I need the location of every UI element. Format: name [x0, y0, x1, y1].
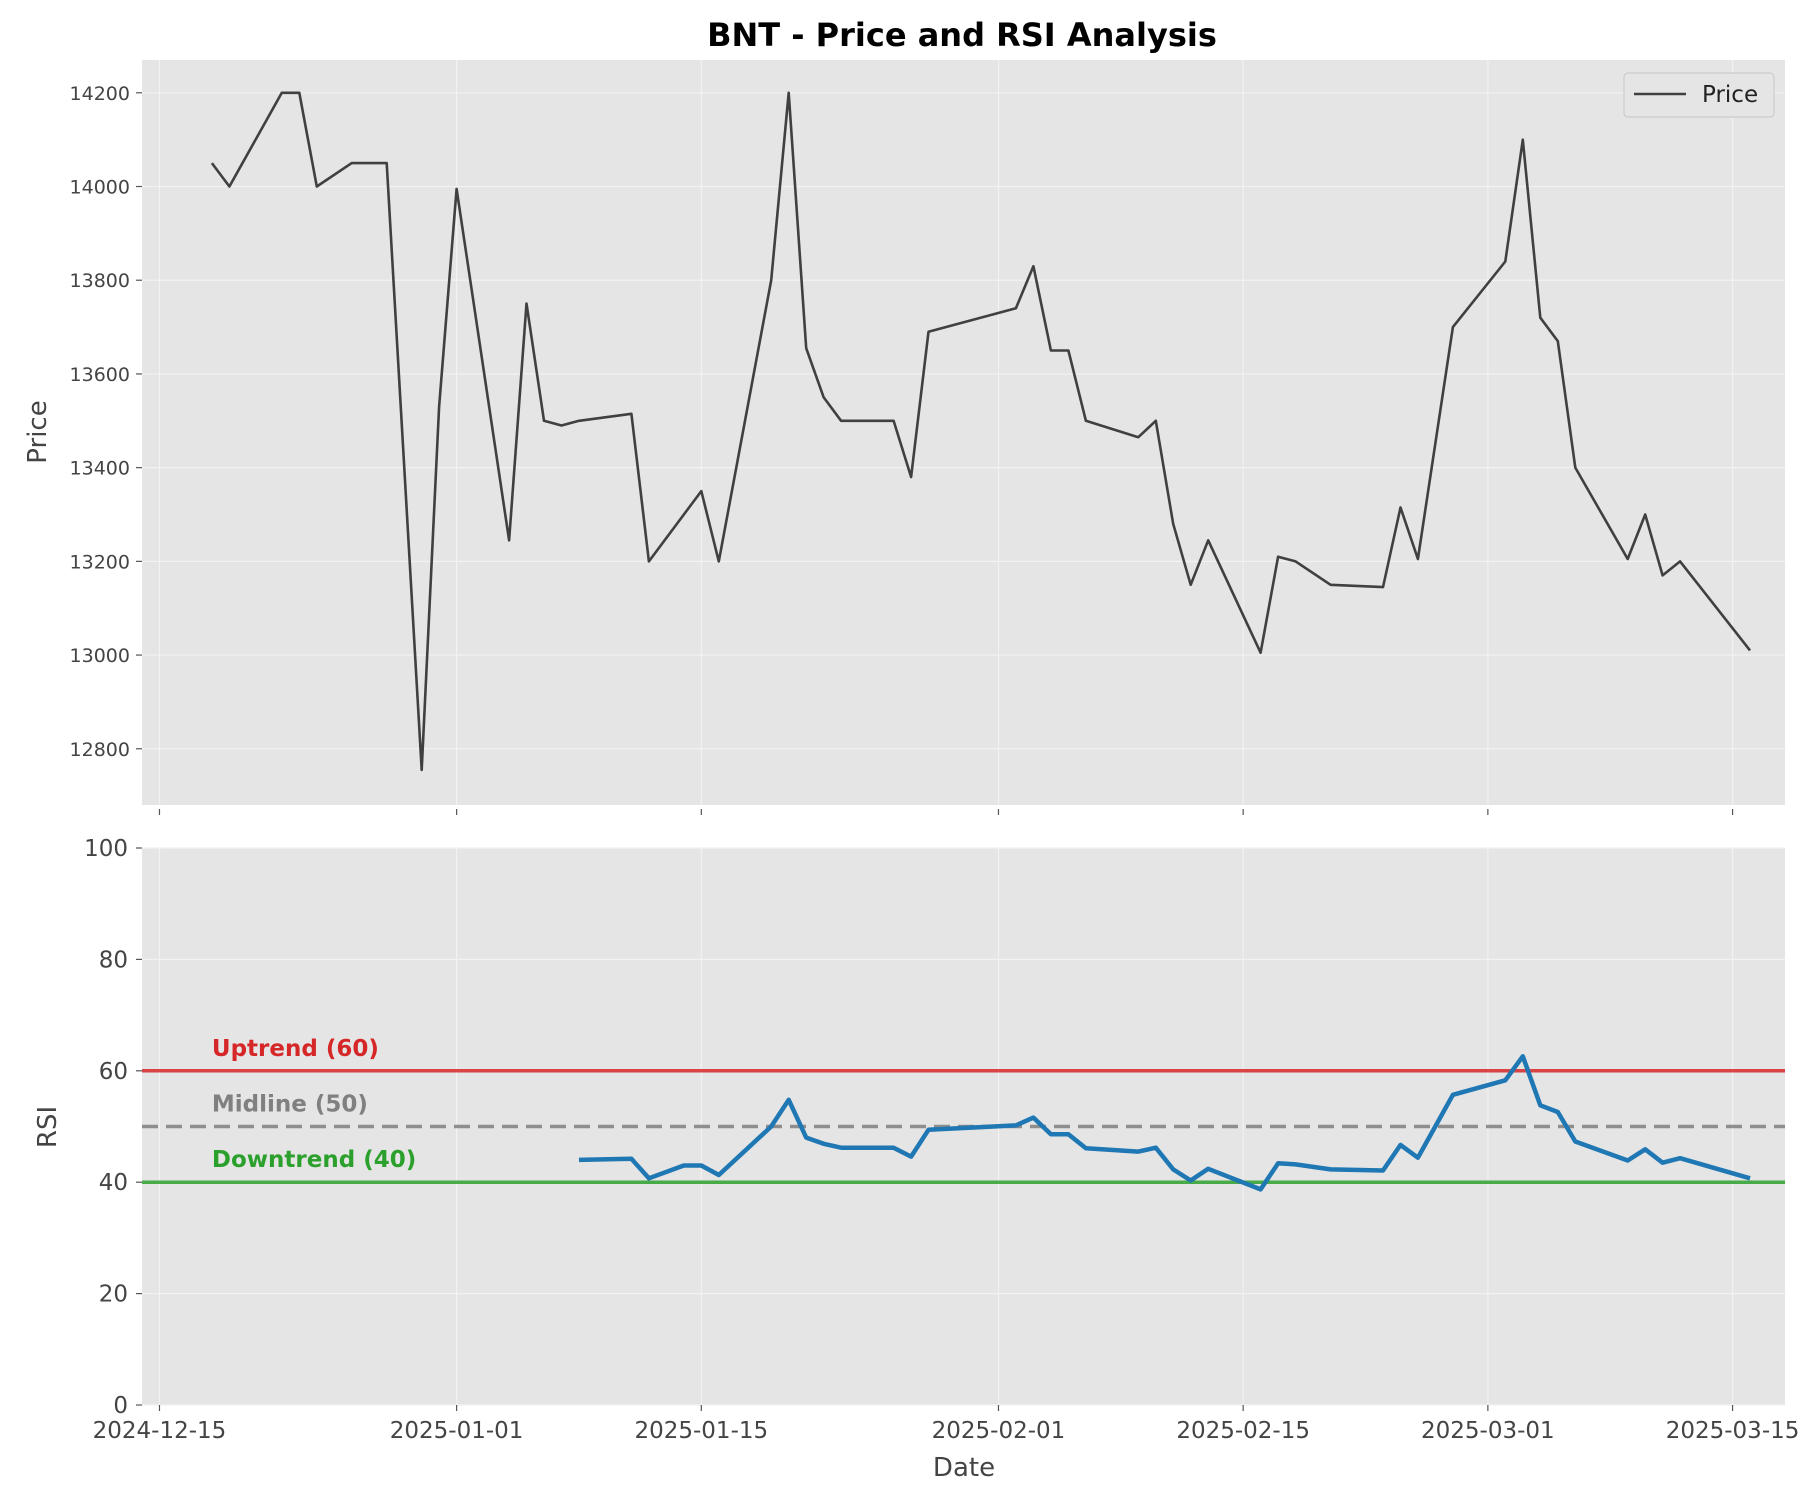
price-series [210, 91, 1752, 772]
chart-title: BNT - Price and RSI Analysis [707, 16, 1217, 54]
price-y-tick-label: 13400 [70, 458, 130, 480]
rsi-y-tick-label: 20 [99, 1282, 128, 1308]
rsi-y-tick-label: 60 [99, 1059, 128, 1085]
rsi-panel: 0 20 40 60 80 100 2024-12-15 2025-01-01 2025-01… [33, 836, 1799, 1483]
rsi-x-ticks: 2024-12-15 2025-01-01 2025-01-15 2025-02-01… [93, 1405, 1800, 1444]
x-tick-label: 2025-01-15 [634, 1418, 768, 1444]
rsi-y-tick-label: 0 [113, 1393, 128, 1419]
price-legend: Price [1623, 72, 1775, 118]
rsi-series [578, 1054, 1751, 1192]
reference-line-label: Uptrend (60) [212, 1036, 379, 1062]
rsi-y-ticks: 0 20 40 60 80 100 [84, 836, 142, 1419]
x-tick-label: 2025-03-15 [1666, 1418, 1800, 1444]
reference-line-label: Midline (50) [212, 1092, 368, 1118]
price-line [210, 91, 1752, 772]
price-y-tick-label: 13800 [70, 270, 130, 292]
price-y-tick-label: 12800 [70, 739, 130, 761]
rsi-y-axis-label: RSI [33, 1106, 63, 1148]
price-x-ticks [158, 809, 1734, 815]
price-y-tick-label: 14000 [70, 177, 130, 199]
x-tick-label: 2025-03-01 [1421, 1418, 1555, 1444]
rsi-y-tick-label: 80 [99, 947, 128, 973]
price-y-tick-label: 13600 [70, 364, 130, 386]
rsi-y-tick-label: 100 [84, 836, 128, 862]
x-tick-label: 2025-02-01 [932, 1418, 1066, 1444]
price-grid [142, 60, 1785, 805]
legend-price-label: Price [1702, 82, 1758, 108]
reference-line-label: Downtrend (40) [212, 1147, 416, 1173]
price-y-ticks: 12800 13000 13200 13400 13600 13800 14000 14200 [70, 83, 142, 761]
x-axis-label: Date [933, 1453, 995, 1483]
price-y-tick-label: 14200 [70, 83, 130, 105]
price-y-axis-label: Price [23, 400, 53, 463]
x-tick-label: 2025-01-01 [390, 1418, 524, 1444]
legend-box [1623, 72, 1775, 118]
rsi-y-tick-label: 40 [99, 1170, 128, 1196]
price-y-tick-label: 13000 [70, 645, 130, 667]
rsi-line [578, 1054, 1751, 1192]
x-tick-label: 2024-12-15 [93, 1418, 227, 1444]
price-y-tick-label: 13200 [70, 551, 130, 573]
x-tick-label: 2025-02-15 [1176, 1418, 1310, 1444]
price-panel: 12800 13000 13200 13400 13600 13800 14000 14200… [23, 60, 1785, 815]
